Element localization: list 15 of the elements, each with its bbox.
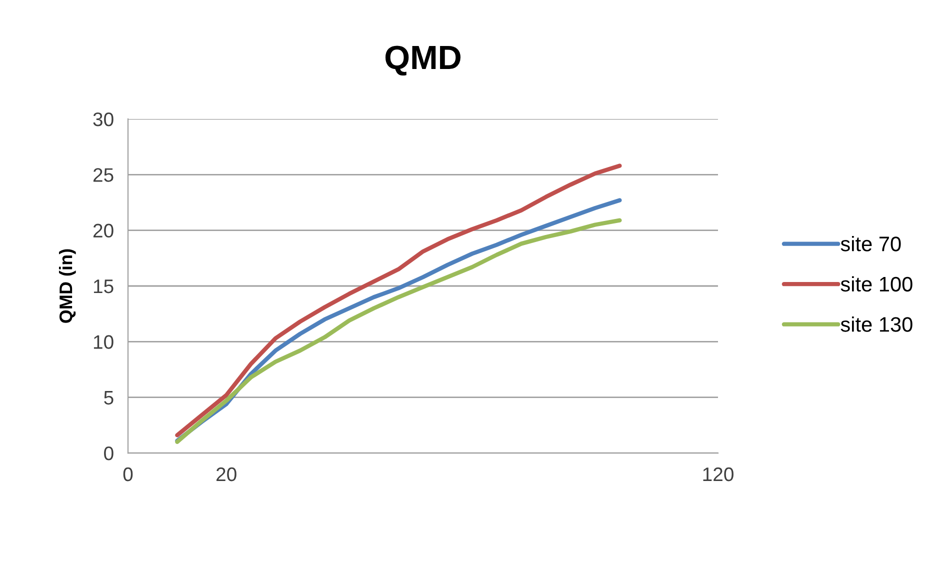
x-tick-label: 20 bbox=[216, 467, 236, 482]
x-tick-label: 0 bbox=[123, 467, 133, 482]
y-tick-label: 10 bbox=[94, 335, 114, 349]
y-tick-label: 5 bbox=[104, 391, 114, 405]
y-tick-label: 20 bbox=[93, 224, 114, 238]
legend-label: site 100 bbox=[840, 276, 912, 292]
y-tick-label: 15 bbox=[94, 280, 114, 294]
legend-label: site 70 bbox=[840, 236, 901, 252]
y-tick-label: 30 bbox=[93, 112, 114, 126]
y-axis-title: QMD (in) bbox=[58, 249, 76, 323]
y-tick-label: 25 bbox=[93, 168, 114, 182]
legend-label: site 130 bbox=[840, 316, 912, 332]
y-tick-label: 0 bbox=[104, 446, 114, 460]
x-tick-label: 120 bbox=[703, 467, 734, 482]
chart-title: QMD bbox=[385, 46, 460, 76]
